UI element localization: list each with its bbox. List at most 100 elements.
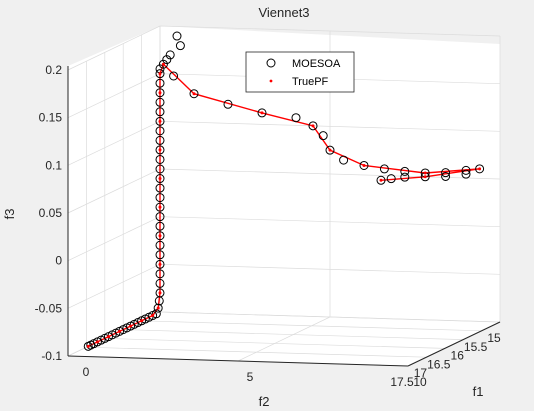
- z-tick-label: 0.15: [39, 111, 63, 125]
- truepf-point: [156, 306, 160, 310]
- truepf-point: [379, 178, 383, 182]
- truepf-point: [362, 163, 366, 167]
- y-tick-label: 17: [414, 366, 428, 380]
- moesoa-point: [155, 78, 165, 88]
- moesoa-point: [223, 99, 233, 109]
- x-tick-label: 0: [83, 365, 90, 379]
- truepf-point: [158, 262, 162, 266]
- grid-line-x: [237, 31, 331, 362]
- truepf-point: [260, 111, 264, 115]
- moesoa-point: [155, 88, 165, 98]
- moesoa-point: [400, 172, 410, 182]
- truepf-point: [151, 314, 155, 318]
- moesoa-point: [155, 164, 165, 174]
- moesoa-point: [155, 278, 165, 288]
- y-tick-label: 15.5: [464, 340, 488, 354]
- truepf-point: [158, 291, 162, 295]
- moesoa-point: [339, 155, 349, 165]
- axis-x-line: [407, 321, 501, 367]
- moesoa-point: [155, 240, 165, 250]
- x-tick-label: 10: [413, 375, 427, 389]
- moesoa-point: [155, 221, 165, 231]
- legend-moesoa-label: MOESOA: [292, 58, 341, 70]
- moesoa-point: [155, 259, 165, 269]
- truepf-point: [158, 72, 162, 76]
- z-tick-label: 0.05: [39, 206, 63, 220]
- moesoa-point: [461, 165, 471, 175]
- moesoa-point: [155, 269, 165, 279]
- truepf-point: [192, 92, 196, 96]
- chart-title: Viennet3: [258, 5, 309, 20]
- y-tick-label: 15: [487, 331, 501, 345]
- moesoa-point: [475, 164, 485, 174]
- moesoa-point: [155, 212, 165, 222]
- moesoa-point: [461, 169, 471, 179]
- truepf-point: [158, 234, 162, 238]
- moesoa-point: [308, 121, 318, 131]
- tick-labels: 0.2 0.15 0.1 0.05 0 -0.05 -0.1 17.51716.51615.5…: [35, 63, 501, 389]
- moesoa-point: [155, 250, 165, 260]
- truepf-point: [161, 62, 165, 66]
- moesoa-point: [155, 288, 165, 298]
- legend-truepf-marker: [269, 79, 273, 83]
- z-axis-label: f3: [2, 209, 17, 220]
- moesoa-point: [189, 89, 199, 99]
- truepf-point: [118, 329, 122, 333]
- moesoa-point: [359, 160, 369, 170]
- legend-box: [245, 51, 355, 93]
- moesoa-point: [155, 126, 165, 136]
- truepf-point: [158, 91, 162, 95]
- truepf-point: [106, 335, 110, 339]
- moesoa-point: [155, 97, 165, 107]
- z-tick-label: 0.1: [45, 158, 62, 172]
- legend[interactable]: MOESOA TruePF: [245, 51, 355, 93]
- z-tick-label: 0: [55, 254, 62, 268]
- moesoa-point: [441, 168, 451, 178]
- moesoa-point: [257, 108, 267, 118]
- moesoa-point: [172, 31, 182, 41]
- axes: [67, 66, 501, 367]
- moesoa-point: [155, 69, 165, 79]
- truepf-point: [423, 175, 427, 179]
- legend-moesoa-marker: [266, 58, 276, 68]
- moesoa-point: [155, 145, 165, 155]
- y-tick-label: 16.5: [427, 357, 451, 371]
- moesoa-point: [158, 59, 168, 69]
- moesoa-point: [400, 166, 410, 176]
- moesoa-point: [155, 135, 165, 145]
- moesoa-point: [165, 50, 175, 60]
- truepf-point: [158, 119, 162, 123]
- moesoa-point: [155, 116, 165, 126]
- x-axis-label: f1: [473, 384, 484, 399]
- y-tick-label: 16: [451, 349, 465, 363]
- moesoa-point: [155, 183, 165, 193]
- truepf-point: [478, 167, 482, 171]
- x-tick-label: 5: [247, 370, 254, 384]
- truepf-point: [423, 171, 427, 175]
- moesoa-point: [155, 202, 165, 212]
- moesoa-point: [169, 71, 179, 81]
- moesoa-point: [155, 107, 165, 117]
- plot-data: [83, 31, 485, 351]
- moesoa-point: [155, 174, 165, 184]
- moesoa-point: [379, 164, 389, 174]
- legend-truepf-label: TruePF: [292, 76, 329, 88]
- truepf-point: [86, 344, 90, 348]
- moesoa-point: [441, 171, 451, 181]
- moesoa-point: [175, 41, 185, 51]
- moesoa-point: [162, 55, 172, 65]
- truepf-point: [95, 340, 99, 344]
- truepf-point: [328, 148, 332, 152]
- z-tick-label: -0.1: [41, 349, 62, 363]
- moesoa-point: [325, 145, 335, 155]
- truepf-point: [140, 319, 144, 323]
- y-axis-label: f2: [259, 394, 270, 409]
- truepf-point: [158, 148, 162, 152]
- moesoa-point: [155, 154, 165, 164]
- moesoa-point: [153, 303, 163, 313]
- truepf-point: [129, 324, 133, 328]
- moesoa-point: [386, 174, 396, 184]
- truepf-point: [158, 177, 162, 181]
- truepf-point: [311, 124, 315, 128]
